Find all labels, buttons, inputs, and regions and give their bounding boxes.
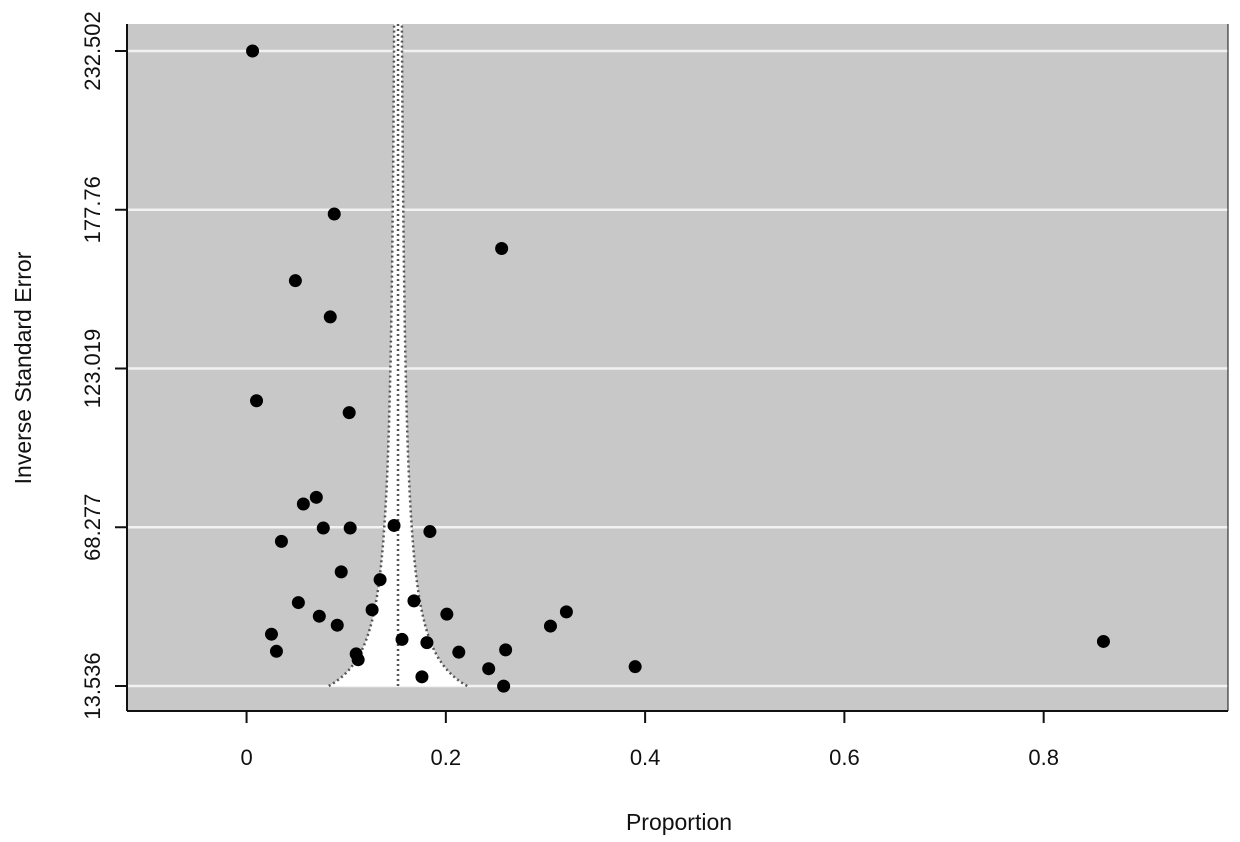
data-point xyxy=(291,596,305,610)
data-point xyxy=(274,534,288,548)
data-point xyxy=(342,406,356,420)
x-tick-label: 0.4 xyxy=(630,745,661,770)
data-point xyxy=(264,627,278,641)
data-point xyxy=(559,605,573,619)
x-axis-ticks: 0 0.2 0.4 0.6 0.8 xyxy=(240,711,1059,770)
data-point xyxy=(1096,634,1110,648)
data-point xyxy=(365,603,379,617)
data-point xyxy=(246,44,260,58)
data-point xyxy=(440,607,454,621)
data-point xyxy=(288,274,302,288)
data-point xyxy=(343,521,357,535)
y-axis-title: Inverse Standard Error xyxy=(10,251,36,484)
data-point xyxy=(250,394,264,408)
funnel-right-boundary xyxy=(400,22,468,688)
data-point xyxy=(407,594,421,608)
data-points xyxy=(246,44,1110,693)
data-point xyxy=(269,644,283,658)
grid-lines xyxy=(127,49,1228,688)
data-point xyxy=(420,636,434,650)
data-point xyxy=(495,241,509,255)
data-point xyxy=(351,653,365,667)
x-tick-label: 0.6 xyxy=(829,745,860,770)
y-tick-label: 68.277 xyxy=(80,494,105,561)
y-axis-ticks: 13.536 68.277 123.019 177.76 232.502 xyxy=(80,11,127,720)
x-tick-label: 0 xyxy=(240,745,252,770)
y-tick-label: 177.76 xyxy=(80,176,105,243)
data-point xyxy=(543,619,557,633)
data-point xyxy=(452,645,466,659)
data-point xyxy=(499,643,513,657)
data-point xyxy=(415,670,429,684)
x-tick-label: 0.2 xyxy=(431,745,462,770)
data-point xyxy=(373,573,387,587)
data-point xyxy=(312,609,326,623)
y-tick-label: 232.502 xyxy=(80,11,105,91)
data-point xyxy=(323,310,337,324)
data-point xyxy=(423,525,437,539)
x-axis-title: Proportion xyxy=(626,809,732,835)
y-tick-label: 123.019 xyxy=(80,329,105,409)
data-point xyxy=(497,679,511,693)
x-tick-label: 0.8 xyxy=(1028,745,1059,770)
data-point xyxy=(395,632,409,646)
data-point xyxy=(482,662,496,676)
data-point xyxy=(309,490,323,504)
data-point xyxy=(296,497,310,511)
y-tick-label: 13.536 xyxy=(80,652,105,719)
data-point xyxy=(628,660,642,674)
data-point xyxy=(387,518,401,532)
data-point xyxy=(316,521,330,535)
data-point xyxy=(330,618,344,632)
data-point xyxy=(327,207,341,221)
data-point xyxy=(334,565,348,579)
